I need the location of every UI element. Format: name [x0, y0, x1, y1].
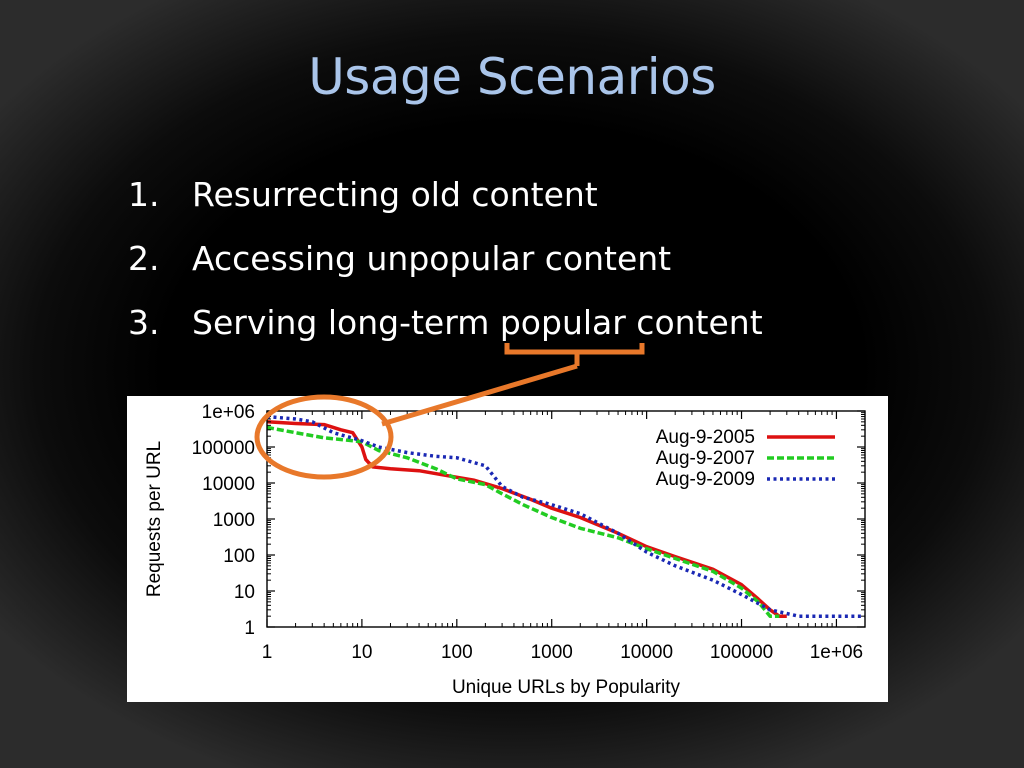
series-line-1: [266, 420, 787, 618]
x-axis-title: Unique URLs by Popularity: [452, 677, 681, 698]
y-tick-label: 1e+06: [202, 402, 255, 423]
bullet-text: Resurrecting old content: [192, 175, 598, 214]
annotation-bracket: [504, 343, 645, 366]
y-tick-label: 100: [223, 546, 255, 567]
popularity-chart: 1 10 100 1000 10000 100000 1e+06 1 10 100 1000 1000…: [144, 402, 866, 698]
y-tick-label: 10000: [202, 474, 255, 495]
legend-label: Aug-9-2007: [656, 448, 755, 469]
x-tick-label: 100: [441, 642, 473, 663]
bullet-text: Accessing unpopular content: [192, 239, 672, 278]
y-axis-title: Requests per URL: [144, 441, 165, 597]
bullet-text: Serving long-term popular content: [192, 303, 763, 342]
x-tick-label: 10000: [620, 642, 673, 663]
x-tick-label: 100000: [710, 642, 773, 663]
y-tick-label: 100000: [192, 438, 255, 459]
y-tick-label: 1: [244, 618, 255, 639]
x-tick-label: 1e+06: [810, 642, 863, 663]
annotation-ellipse: [254, 394, 394, 480]
bullet-number: 1.: [128, 175, 160, 214]
bullet-number: 2.: [128, 239, 160, 278]
x-tick-label: 1000: [531, 642, 573, 663]
bullet-number: 3.: [128, 303, 160, 342]
x-tick-label: 1: [262, 642, 273, 663]
annotation-connector: [381, 363, 578, 427]
y-tick-label: 10: [234, 582, 255, 603]
chart-panel: 1 10 100 1000 10000 100000 1e+06 1 10 100 1000 1000…: [127, 396, 888, 702]
slide-title: Usage Scenarios: [308, 48, 716, 106]
y-tick-label: 1000: [213, 510, 255, 531]
legend-label: Aug-9-2009: [656, 469, 755, 490]
x-tick-label: 10: [351, 642, 372, 663]
legend-label: Aug-9-2005: [656, 427, 755, 448]
